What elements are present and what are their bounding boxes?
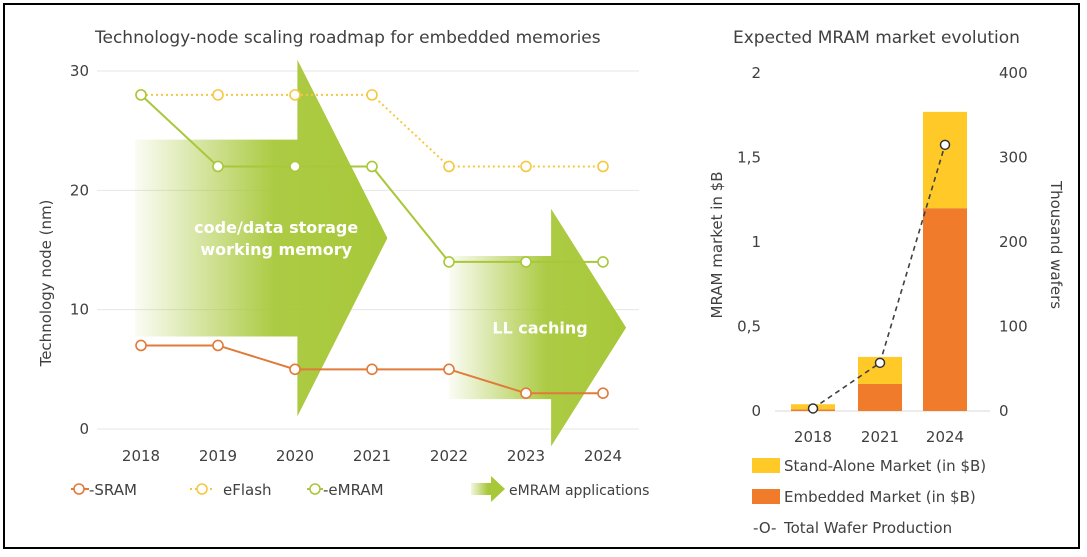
right-legend: Stand-Alone Market (in $B) Embedded Mark… [752, 457, 986, 537]
legend-label-sram: -SRAM [89, 481, 137, 499]
arrow-label: code/data storage [194, 218, 358, 237]
right-y-tick-label: 0,5 [737, 318, 761, 336]
legend-label-emram-applications: eMRAM applications [509, 483, 649, 499]
point-sram [520, 387, 532, 400]
right-x-tick-label: 2018 [794, 428, 832, 446]
point-eflash [289, 89, 301, 101]
wafer-point [874, 357, 886, 369]
application-arrows: code/data storage working memory LL cachin… [135, 59, 627, 447]
left-line-series [135, 89, 609, 400]
left-legend: -SRAM eFlash -eMRAM [71, 476, 649, 502]
chart-canvas: Technology-node scaling roadmap for embe… [37, 28, 1065, 537]
right-y-ticks: 0 0,5 1 1,5 2 [737, 64, 761, 420]
left-x-tick-label: 2021 [353, 447, 391, 465]
point-sram [366, 363, 378, 376]
legend-swatch-standalone [752, 458, 780, 473]
legend-label-eflash: eFlash [223, 481, 272, 499]
legend-item-emram-applications: eMRAM applications [471, 476, 649, 502]
right-x-tick-label: 2024 [926, 428, 964, 446]
legend-marker-wafer: -O- [753, 519, 776, 537]
right-y2-tick-label: 0 [999, 402, 1009, 420]
point-eflash [520, 160, 532, 173]
right-y-axis-label: MRAM market in $B [708, 171, 726, 318]
left-y-tick-label: 0 [79, 420, 89, 438]
right-y2-tick-label: 200 [999, 233, 1028, 251]
point-sram [443, 363, 455, 376]
legend-item-wafer: -O- Total Wafer Production [753, 519, 952, 537]
wafer-point [807, 403, 819, 414]
legend-label-standalone: Stand-Alone Market (in $B) [784, 457, 986, 475]
bar-standalone [923, 111, 967, 209]
left-x-tick-label: 2020 [276, 447, 314, 465]
legend-item-eflash: eFlash [190, 481, 272, 499]
right-y2-tick-label: 400 [999, 64, 1028, 82]
bar-embedded [923, 208, 967, 411]
point-eflash [443, 160, 455, 173]
point-emram [366, 160, 378, 173]
left-y-tick-label: 30 [70, 62, 89, 80]
arrow-label: working memory [200, 240, 352, 259]
point-emram [520, 256, 532, 268]
left-x-tick-label: 2024 [584, 447, 622, 465]
arrow-legend-icon [471, 476, 505, 502]
left-x-tick-label: 2023 [507, 447, 545, 465]
point-emram [289, 160, 301, 173]
legend-item-embedded: Embedded Market (in $B) [752, 488, 976, 506]
bar-embedded [858, 383, 902, 411]
application-arrow [449, 208, 627, 447]
legend-label-embedded: Embedded Market (in $B) [784, 488, 976, 506]
legend-label-wafer: Total Wafer Production [783, 519, 952, 537]
left-y-tick-label: 20 [70, 181, 89, 199]
legend-marker-emram [309, 483, 321, 495]
legend-label-emram: -eMRAM [323, 481, 384, 499]
point-emram [135, 89, 147, 101]
right-y-tick-label: 0 [751, 402, 761, 420]
point-emram [597, 256, 609, 268]
point-emram [443, 256, 455, 268]
point-eflash [212, 89, 224, 101]
point-sram [135, 339, 147, 352]
point-sram [289, 363, 301, 376]
right-chart-title: Expected MRAM market evolution [733, 28, 1020, 48]
wafer-point [939, 139, 951, 151]
legend-marker-sram [73, 483, 85, 495]
legend-item-sram: -SRAM [71, 481, 137, 499]
right-bars [791, 111, 967, 411]
point-emram [212, 160, 224, 173]
legend-item-standalone: Stand-Alone Market (in $B) [752, 457, 986, 475]
legend-marker-eflash [196, 483, 208, 495]
left-x-tick-label: 2018 [122, 447, 160, 465]
right-x-ticks: 2018 2021 2024 [775, 410, 990, 446]
arrow-label: LL caching [492, 319, 587, 338]
right-y2-tick-label: 100 [999, 318, 1028, 336]
left-y-axis-label: Technology node (nm) [37, 200, 55, 368]
right-y-tick-label: 2 [751, 64, 761, 82]
point-eflash [597, 160, 609, 173]
legend-swatch-embedded [752, 489, 780, 504]
left-x-tick-label: 2019 [199, 447, 237, 465]
right-y2-axis-label: Thousand wafers [1047, 180, 1065, 309]
figure-frame: Technology-node scaling roadmap for embe… [3, 3, 1080, 549]
application-arrow [135, 59, 388, 417]
right-y-tick-label: 1 [751, 233, 761, 251]
legend-item-emram: -eMRAM [307, 481, 384, 499]
wafer-production-line [807, 139, 951, 414]
left-x-tick-label: 2022 [430, 447, 468, 465]
left-y-tick-label: 10 [70, 301, 89, 319]
left-x-ticks: 2018 2019 2020 2021 2022 2023 2024 [122, 447, 622, 465]
point-eflash [366, 89, 378, 101]
point-sram [212, 339, 224, 352]
left-chart-title: Technology-node scaling roadmap for embe… [94, 28, 601, 48]
right-y2-ticks: 0 100 200 300 400 [999, 64, 1028, 420]
right-y2-tick-label: 300 [999, 149, 1028, 167]
left-y-ticks: 0 10 20 30 [70, 62, 89, 438]
point-sram [597, 387, 609, 400]
right-x-tick-label: 2021 [861, 428, 899, 446]
right-y-tick-label: 1,5 [737, 149, 761, 167]
